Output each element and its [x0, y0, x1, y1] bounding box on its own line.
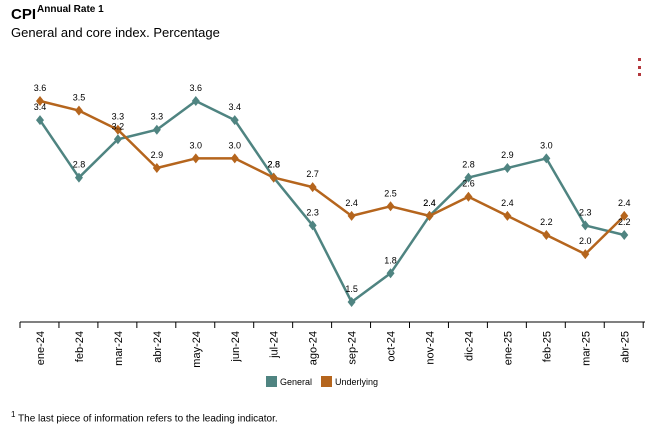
x-tick-label: dic-24	[463, 331, 475, 361]
series-line-underlying	[39, 99, 626, 256]
x-tick-label: ene-25	[502, 331, 514, 365]
data-label-general: 3.3	[151, 112, 164, 122]
data-point-general	[386, 268, 395, 279]
data-point-general	[581, 220, 590, 231]
footnote-text: The last piece of information refers to …	[15, 413, 278, 425]
data-point-general	[74, 172, 83, 183]
data-point-underlying	[191, 153, 200, 164]
data-point-underlying	[503, 210, 512, 221]
data-point-general	[464, 172, 473, 183]
data-label-underlying: 2.4	[423, 198, 436, 208]
x-tick-label: jul-24	[269, 331, 281, 359]
data-label-general: 2.8	[267, 160, 280, 170]
data-point-general	[503, 163, 512, 173]
data-label-general: 1.5	[345, 284, 358, 294]
data-label-underlying: 2.9	[151, 150, 164, 160]
data-point-general	[36, 115, 44, 126]
data-label-underlying: 3.5	[73, 93, 86, 103]
data-label-general: 2.4	[423, 198, 436, 208]
legend-item-underlying[interactable]: Underlying	[321, 376, 378, 387]
data-point-general	[191, 96, 200, 106]
data-point-general	[308, 220, 317, 231]
data-label-general: 3.0	[540, 140, 553, 150]
data-point-general	[152, 124, 161, 135]
x-tick-label: abr-24	[152, 331, 164, 363]
legend-label-general: General	[280, 376, 313, 387]
data-label-general: 3.6	[190, 83, 203, 93]
data-point-underlying	[464, 191, 473, 202]
data-point-underlying	[308, 182, 317, 193]
x-tick-label: nov-24	[425, 331, 437, 365]
data-label-underlying: 2.6	[462, 179, 475, 189]
data-label-underlying: 2.8	[267, 160, 280, 170]
data-point-underlying	[36, 96, 44, 106]
x-tick-label: abr-25	[619, 331, 631, 363]
x-tick-label: oct-24	[386, 331, 398, 362]
data-label-general: 2.3	[579, 207, 592, 217]
data-label-general: 2.8	[462, 160, 475, 170]
menu-dot	[637, 73, 641, 76]
menu-dot	[637, 65, 641, 69]
title-superscript: Annual Rate 1	[37, 4, 104, 15]
data-label-underlying: 2.7	[306, 169, 319, 179]
data-label-underlying: 3.0	[228, 140, 241, 150]
menu-dot	[637, 58, 641, 61]
x-tick-label: mar-24	[113, 331, 125, 366]
data-point-general	[542, 153, 551, 164]
data-point-underlying	[581, 249, 590, 260]
data-label-underlying: 2.5	[384, 188, 397, 198]
chart-legend: General Underlying	[266, 376, 387, 387]
data-point-underlying	[425, 210, 434, 221]
x-tick-label: jun-24	[230, 331, 242, 363]
legend-swatch-underlying	[321, 376, 333, 387]
data-label-underlying: 2.4	[345, 198, 358, 208]
data-label-general: 2.8	[73, 160, 86, 170]
data-point-underlying	[113, 124, 122, 135]
data-point-general	[230, 115, 239, 126]
x-tick-label: mar-25	[580, 331, 592, 366]
data-point-underlying	[152, 163, 161, 173]
data-point-underlying	[542, 230, 551, 240]
data-point-general	[113, 134, 122, 145]
data-label-underlying: 3.6	[34, 83, 47, 93]
x-tick-label: ago-24	[308, 331, 320, 365]
data-label-general: 1.8	[384, 255, 397, 265]
kebab-menu-icon[interactable]	[633, 58, 645, 76]
chart-subtitle: General and core index. Percentage	[11, 25, 220, 40]
data-label-underlying: 2.2	[540, 217, 553, 227]
data-point-underlying	[347, 210, 356, 221]
data-label-underlying: 3.0	[190, 140, 203, 150]
data-label-underlying: 2.0	[579, 236, 592, 246]
data-point-general	[620, 230, 629, 240]
data-label-general: 3.4	[34, 102, 47, 112]
data-point-underlying	[620, 210, 629, 221]
data-label-general: 2.2	[618, 217, 631, 227]
data-point-underlying	[386, 201, 395, 212]
data-point-general	[347, 297, 356, 307]
footnote: 1 The last piece of information refers t…	[11, 410, 278, 424]
data-label-underlying: 3.3	[112, 112, 125, 122]
legend-label-underlying: Underlying	[335, 376, 379, 387]
data-label-underlying: 2.4	[618, 198, 631, 208]
x-tick-label: sep-24	[347, 331, 359, 365]
data-label-general: 3.4	[228, 102, 241, 112]
data-label-general: 3.2	[112, 121, 125, 131]
data-point-underlying	[230, 153, 239, 164]
footnote-marker: 1	[11, 410, 16, 419]
x-tick-label: may-24	[191, 331, 203, 368]
data-point-underlying	[269, 172, 278, 183]
legend-swatch-general	[266, 376, 277, 387]
x-tick-label: feb-24	[74, 331, 86, 362]
series-line-general	[38, 99, 625, 304]
data-point-underlying	[74, 105, 83, 116]
data-label-general: 2.9	[501, 150, 514, 160]
legend-item-general[interactable]: General	[266, 376, 312, 387]
x-tick-label: feb-25	[541, 331, 553, 362]
data-label-general: 2.3	[306, 207, 319, 217]
chart-title: CPIAnnual Rate 1	[11, 4, 104, 24]
data-label-underlying: 2.4	[501, 198, 514, 208]
x-tick-label: ene-24	[35, 331, 47, 365]
title-main: CPI	[11, 6, 37, 23]
